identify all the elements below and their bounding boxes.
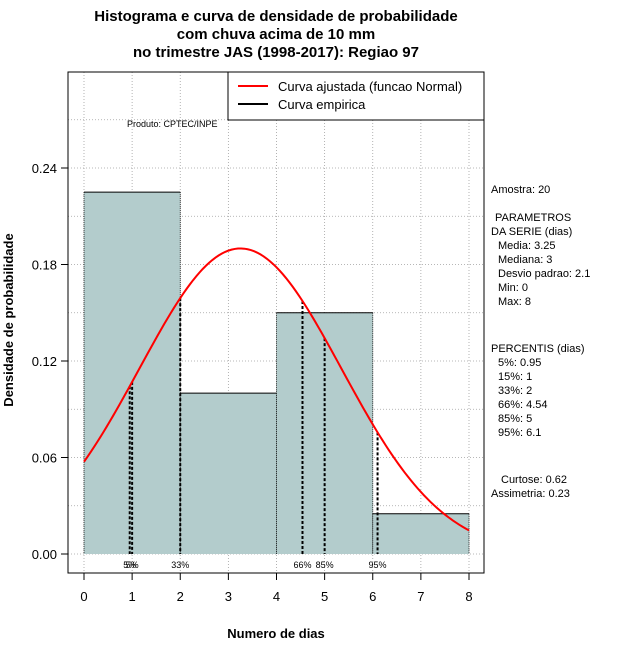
percentile-label-5pct: 5% <box>126 560 139 570</box>
x-tick-label: 8 <box>465 589 472 604</box>
stat-percentis-title: PERCENTIS (dias) <box>491 343 585 355</box>
y-axis-label: Densidade de probabilidade <box>1 233 16 406</box>
stat-mediana: Mediana: 3 <box>498 254 552 266</box>
stat-max: Max: 8 <box>498 296 531 308</box>
x-tick-label: 5 <box>321 589 328 604</box>
stat-amostra: Amostra: 20 <box>491 184 550 196</box>
stat-p66: 66%: 4.54 <box>498 399 548 411</box>
y-tick-label: 0.18 <box>32 258 57 273</box>
x-tick-label: 6 <box>369 589 376 604</box>
y-tick-label: 0.00 <box>32 547 57 562</box>
x-tick-label: 2 <box>177 589 184 604</box>
stat-parametros-title-2: DA SERIE (dias) <box>491 226 572 238</box>
normal-curve-line <box>83 247 470 532</box>
y-tick-label: 0.12 <box>32 354 57 369</box>
histogram-bar <box>372 513 469 554</box>
stat-p85: 85%: 5 <box>498 413 532 425</box>
chart-title-line-3: no trimestre JAS (1998-2017): Regiao 97 <box>133 44 419 61</box>
stats-panel: Amostra: 20 PARAMETROS DA SERIE (dias) M… <box>491 184 590 500</box>
credit-text: Produto: CPTEC/INPE <box>127 119 218 129</box>
stat-min: Min: 0 <box>498 282 528 294</box>
x-tick-label: 7 <box>417 589 424 604</box>
legend-box <box>227 71 485 121</box>
stat-p15: 15%: 1 <box>498 371 532 383</box>
normal-curve <box>83 247 470 532</box>
stat-p95: 95%: 6.1 <box>498 427 541 439</box>
stat-parametros-title-1: PARAMETROS <box>495 212 571 224</box>
chart-title-line-2: com chuva acima de 10 mm <box>177 26 375 43</box>
chart-title-line-1: Histograma e curva de densidade de proba… <box>94 8 457 25</box>
percentile-label-95pct: 95% <box>369 560 387 570</box>
stat-curtose: Curtose: 0.62 <box>501 474 567 486</box>
percentile-label-85pct: 85% <box>316 560 334 570</box>
legend-label-empirical: Curva empirica <box>278 97 366 112</box>
stat-desvio: Desvio padrao: 2.1 <box>498 268 590 280</box>
stat-media: Media: 3.25 <box>498 240 555 252</box>
y-tick-label: 0.06 <box>32 451 57 466</box>
x-tick-label: 3 <box>225 589 232 604</box>
histogram-bar <box>180 393 277 554</box>
stat-assimetria: Assimetria: 0.23 <box>491 488 570 500</box>
legend-label-fitted: Curva ajustada (funcao Normal) <box>278 79 462 94</box>
y-tick-label: 0.24 <box>32 161 57 176</box>
x-tick-label: 0 <box>80 589 87 604</box>
x-tick-label: 4 <box>273 589 280 604</box>
percentile-label-66pct: 66% <box>293 560 311 570</box>
legend: Curva ajustada (funcao Normal) Curva emp… <box>227 71 485 121</box>
stat-p5: 5%: 0.95 <box>498 357 541 369</box>
percentile-label-33pct: 33% <box>171 560 189 570</box>
percentile-lines: 5%5% 33% 66% 85% 95% <box>123 298 387 570</box>
percentile-label-5pct: 5% <box>123 560 136 570</box>
x-axis-label: Numero de dias <box>227 626 325 641</box>
x-tick-label: 1 <box>129 589 136 604</box>
stat-p33: 33%: 2 <box>498 385 532 397</box>
